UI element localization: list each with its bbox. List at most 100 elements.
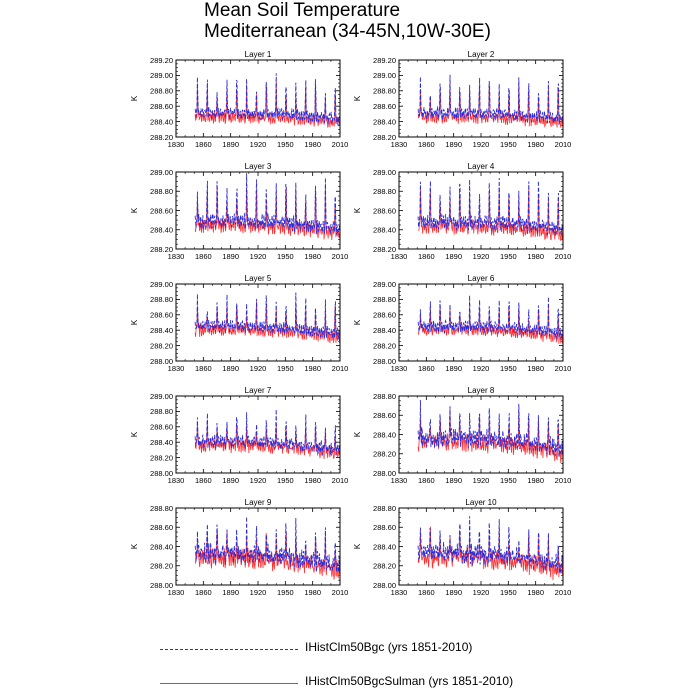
figure-title: Mean Soil Temperature: [204, 0, 401, 21]
y-tick-label: 288.00: [150, 581, 173, 590]
y-axis-label: K: [353, 95, 362, 101]
x-tick-label: 1890: [222, 252, 239, 261]
y-tick-label: 288.80: [373, 504, 396, 513]
y-tick-label: 288.20: [150, 133, 173, 142]
panel-title: Layer 2: [468, 50, 495, 59]
chart-panels: Layer 1 K 1830 1860 1890 1920 1950 1980 2010 288.…: [130, 50, 572, 597]
x-tick-label: 1890: [222, 140, 239, 149]
y-tick-label: 288.80: [373, 87, 396, 96]
x-tick-label: 1920: [250, 364, 267, 373]
y-tick-label: 288.20: [373, 562, 396, 571]
x-tick-label: 1980: [527, 588, 544, 597]
x-tick-label: 1860: [418, 588, 435, 597]
y-tick-label: 288.80: [150, 407, 173, 416]
x-tick-label: 1980: [304, 476, 321, 485]
panel-layer-1: Layer 1 K 1830 1860 1890 1920 1950 1980 2010 288.…: [130, 50, 348, 149]
x-tick-label: 1860: [195, 364, 212, 373]
x-tick-label: 1950: [277, 364, 294, 373]
x-tick-label: 1830: [168, 476, 185, 485]
x-tick-label: 1830: [391, 252, 408, 261]
y-tick-label: 288.80: [150, 87, 173, 96]
x-tick-label: 1950: [277, 252, 294, 261]
x-tick-label: 1890: [222, 476, 239, 485]
panel-title: Layer 9: [245, 498, 272, 507]
x-tick-label: 1890: [445, 588, 462, 597]
x-tick-label: 1950: [277, 588, 294, 597]
plot-frame: [175, 283, 341, 362]
panel-layer-5: Layer 5 K 1830 1860 1890 1920 1950 1980 2010 288.…: [130, 274, 348, 373]
y-tick-label: 288.60: [373, 206, 396, 215]
x-tick-label: 2010: [555, 252, 572, 261]
series-line-sulman: [195, 529, 341, 580]
x-tick-label: 1950: [500, 364, 517, 373]
series-line-bgc: [417, 177, 564, 237]
x-tick-label: 1920: [250, 140, 267, 149]
y-tick-label: 288.60: [150, 523, 173, 532]
x-tick-label: 1830: [391, 588, 408, 597]
plot-frame: [398, 395, 564, 474]
y-axis-label: K: [353, 319, 362, 325]
x-tick-label: 1980: [304, 140, 321, 149]
x-tick-label: 1830: [168, 140, 185, 149]
x-tick-label: 1980: [527, 252, 544, 261]
x-tick-label: 1890: [222, 588, 239, 597]
y-tick-label: 288.00: [373, 469, 396, 478]
y-tick-label: 288.20: [373, 133, 396, 142]
x-tick-label: 1890: [445, 252, 462, 261]
y-tick-label: 288.00: [150, 357, 173, 366]
x-tick-label: 2010: [332, 252, 349, 261]
y-tick-label: 288.40: [373, 326, 396, 335]
panel-title: Layer 3: [245, 162, 272, 171]
x-tick-label: 1830: [391, 364, 408, 373]
series-line-bgc: [194, 409, 341, 455]
x-tick-label: 2010: [332, 476, 349, 485]
series-line-bgc: [417, 516, 564, 575]
y-axis-label: K: [353, 207, 362, 213]
y-tick-label: 288.40: [373, 117, 396, 126]
y-tick-label: 288.20: [150, 245, 173, 254]
x-tick-label: 1860: [195, 252, 212, 261]
y-axis-label: K: [130, 543, 139, 549]
y-tick-label: 289.00: [150, 392, 173, 401]
series-line-bgc: [194, 173, 341, 236]
panel-title: Layer 10: [465, 498, 497, 507]
plot-frame: [175, 171, 341, 250]
plot-frame: [175, 507, 341, 586]
x-tick-label: 2010: [555, 364, 572, 373]
y-tick-label: 288.00: [150, 469, 173, 478]
x-tick-label: 1980: [527, 476, 544, 485]
panel-title: Layer 7: [245, 386, 272, 395]
y-tick-label: 288.60: [150, 206, 173, 215]
x-tick-label: 1920: [250, 252, 267, 261]
x-tick-label: 1950: [277, 140, 294, 149]
y-tick-label: 288.00: [373, 581, 396, 590]
x-tick-label: 2010: [332, 140, 349, 149]
x-tick-label: 1950: [500, 252, 517, 261]
y-tick-label: 288.60: [373, 411, 396, 420]
y-tick-label: 288.80: [150, 504, 173, 513]
x-tick-label: 1920: [473, 364, 490, 373]
panel-title: Layer 5: [245, 274, 272, 283]
x-tick-label: 1980: [527, 140, 544, 149]
y-axis-label: K: [353, 431, 362, 437]
x-tick-label: 1860: [418, 364, 435, 373]
y-tick-label: 288.40: [373, 430, 396, 439]
series-line-bgc: [194, 292, 341, 341]
y-axis-label: K: [130, 207, 139, 213]
y-tick-label: 288.60: [150, 102, 173, 111]
series-line-bgc: [417, 74, 564, 126]
y-tick-label: 289.20: [373, 56, 396, 65]
y-tick-label: 288.60: [150, 423, 173, 432]
plot-frame: [398, 59, 564, 138]
x-tick-label: 1860: [418, 140, 435, 149]
x-tick-label: 1860: [418, 476, 435, 485]
y-tick-label: 288.20: [150, 341, 173, 350]
x-tick-label: 1830: [168, 588, 185, 597]
x-tick-label: 1920: [473, 588, 490, 597]
series-line-bgc: [417, 295, 564, 341]
x-tick-label: 1860: [195, 588, 212, 597]
x-tick-label: 1950: [500, 140, 517, 149]
x-tick-label: 1860: [195, 476, 212, 485]
panel-title: Layer 6: [468, 274, 495, 283]
